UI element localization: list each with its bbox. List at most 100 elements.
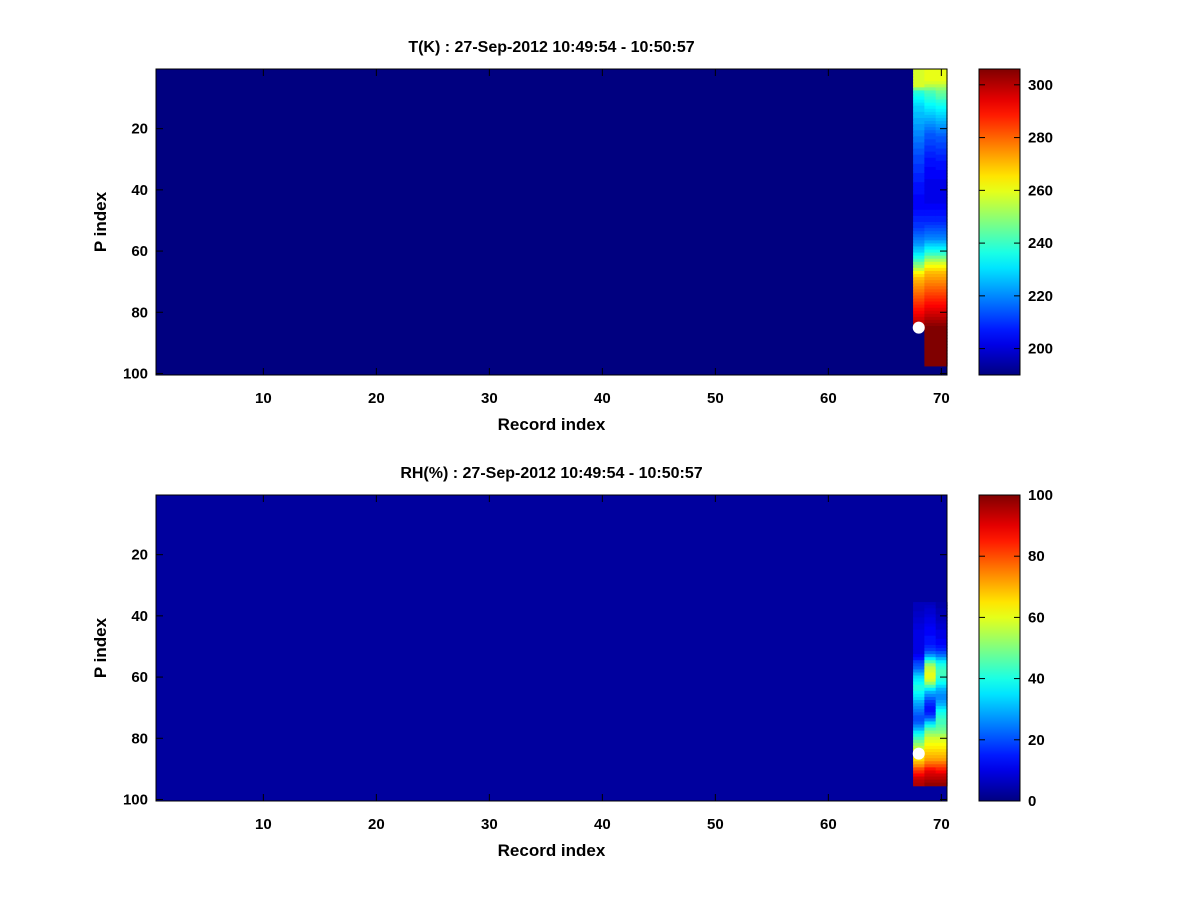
colorbar-tick-label: 220 — [1028, 288, 1053, 305]
heatmap-cell — [935, 635, 948, 640]
heatmap-cell — [913, 157, 925, 162]
heatmap-cell — [935, 148, 948, 153]
heatmap-cell — [935, 611, 948, 615]
heatmap-cell — [924, 246, 937, 251]
y-tick-label: 60 — [131, 669, 148, 686]
x-axis-label: Record index — [498, 841, 606, 860]
heatmap-cell — [913, 249, 925, 254]
heatmap-cell — [935, 629, 948, 634]
heatmap-cell — [935, 301, 948, 306]
heatmap-cell — [924, 160, 937, 165]
heatmap-cell — [935, 225, 948, 229]
heatmap-cell — [913, 148, 925, 153]
heatmap-cell — [935, 693, 948, 698]
heatmap-cell — [935, 121, 948, 125]
heatmap-panel-2: 10 20 30 40 50 60 70 20 40 60 80 100 RH(%) : 27-Sep-… — [91, 465, 1053, 860]
heatmap-cell — [924, 298, 937, 303]
heatmap-cell — [913, 614, 925, 618]
heatmap-cell — [913, 617, 925, 622]
heatmap-cell — [924, 301, 937, 306]
heatmap-cell — [913, 264, 925, 269]
heatmap-cell — [913, 632, 925, 637]
heatmap-cell — [924, 341, 937, 345]
heatmap-cell — [913, 693, 925, 698]
colorbar-tick-label: 60 — [1028, 609, 1045, 626]
heatmap-cell — [913, 289, 925, 293]
heatmap-cell — [924, 182, 937, 186]
heatmap-cell — [924, 295, 937, 300]
heatmap-cell — [935, 353, 948, 358]
heatmap-cell — [935, 644, 948, 649]
heatmap-cell — [935, 709, 948, 713]
heatmap-cell — [935, 626, 948, 631]
heatmap-cell — [913, 87, 925, 92]
heatmap-cell — [924, 648, 937, 652]
heatmap-cell — [924, 752, 937, 756]
heatmap-cell — [913, 715, 925, 719]
heatmap-cell — [913, 706, 925, 710]
heatmap-cell — [924, 249, 937, 254]
heatmap-cell — [924, 258, 937, 263]
heatmap-cell — [935, 182, 948, 186]
heatmap-cell — [935, 718, 948, 723]
colorbar-tick-label: 40 — [1028, 671, 1045, 688]
heatmap-cell — [913, 69, 925, 73]
heatmap-cell — [935, 133, 948, 137]
heatmap-cell — [913, 724, 925, 729]
heatmap-cell — [924, 130, 937, 134]
heatmap-cell — [913, 96, 925, 101]
colorbar-tick-label: 280 — [1028, 130, 1053, 147]
heatmap-cell — [913, 644, 925, 649]
heatmap-cell — [935, 338, 948, 342]
heatmap-cell — [924, 654, 937, 658]
heatmap-cell — [935, 687, 948, 692]
heatmap-cell — [913, 212, 925, 217]
heatmap-cell — [935, 341, 948, 345]
heatmap-cell — [913, 209, 925, 214]
heatmap-cell — [924, 185, 937, 189]
heatmap-cell — [935, 209, 948, 214]
heatmap-cell — [935, 166, 948, 171]
heatmap-cell — [924, 215, 937, 220]
heatmap-cell — [913, 81, 925, 85]
heatmap-cell — [913, 179, 925, 183]
heatmap-cell — [924, 779, 937, 784]
heatmap-cell — [924, 706, 937, 710]
heatmap-cell — [924, 641, 937, 646]
heatmap-cell — [924, 310, 937, 315]
heatmap-cell — [913, 316, 925, 321]
heatmap-cell — [924, 234, 937, 238]
y-tick-label: 80 — [131, 304, 148, 321]
heatmap-cell — [913, 124, 925, 128]
heatmap-cell — [935, 234, 948, 238]
axes-box — [155, 494, 948, 802]
heatmap-cell — [924, 304, 937, 309]
heatmap-cell — [935, 755, 948, 759]
heatmap-cell — [935, 255, 948, 260]
heatmap-cell — [913, 160, 925, 165]
heatmap-cell — [935, 752, 948, 756]
heatmap-cell — [913, 635, 925, 640]
heatmap-cell — [913, 761, 925, 765]
heatmap-cell — [935, 111, 948, 116]
heatmap-cell — [924, 78, 937, 82]
heatmap-cell — [935, 203, 948, 208]
heatmap-cell — [924, 660, 937, 664]
heatmap-cell — [935, 274, 948, 278]
heatmap-cell — [924, 359, 937, 364]
heatmap-cell — [935, 764, 948, 768]
y-tick-label: 100 — [123, 365, 148, 382]
heatmap-cell — [935, 672, 948, 677]
heatmap-cell — [913, 133, 925, 137]
heatmap-cell — [935, 163, 948, 168]
heatmap-cell — [924, 194, 937, 199]
heatmap-cell — [924, 748, 937, 753]
heatmap-cell — [924, 611, 937, 615]
heatmap-cell — [935, 78, 948, 82]
heatmap-cell — [924, 148, 937, 153]
heatmap-cell — [924, 264, 937, 269]
heatmap-cell — [924, 617, 937, 622]
x-tick-label: 30 — [481, 390, 498, 407]
heatmap-cell — [913, 660, 925, 664]
heatmap-cell — [935, 154, 948, 159]
